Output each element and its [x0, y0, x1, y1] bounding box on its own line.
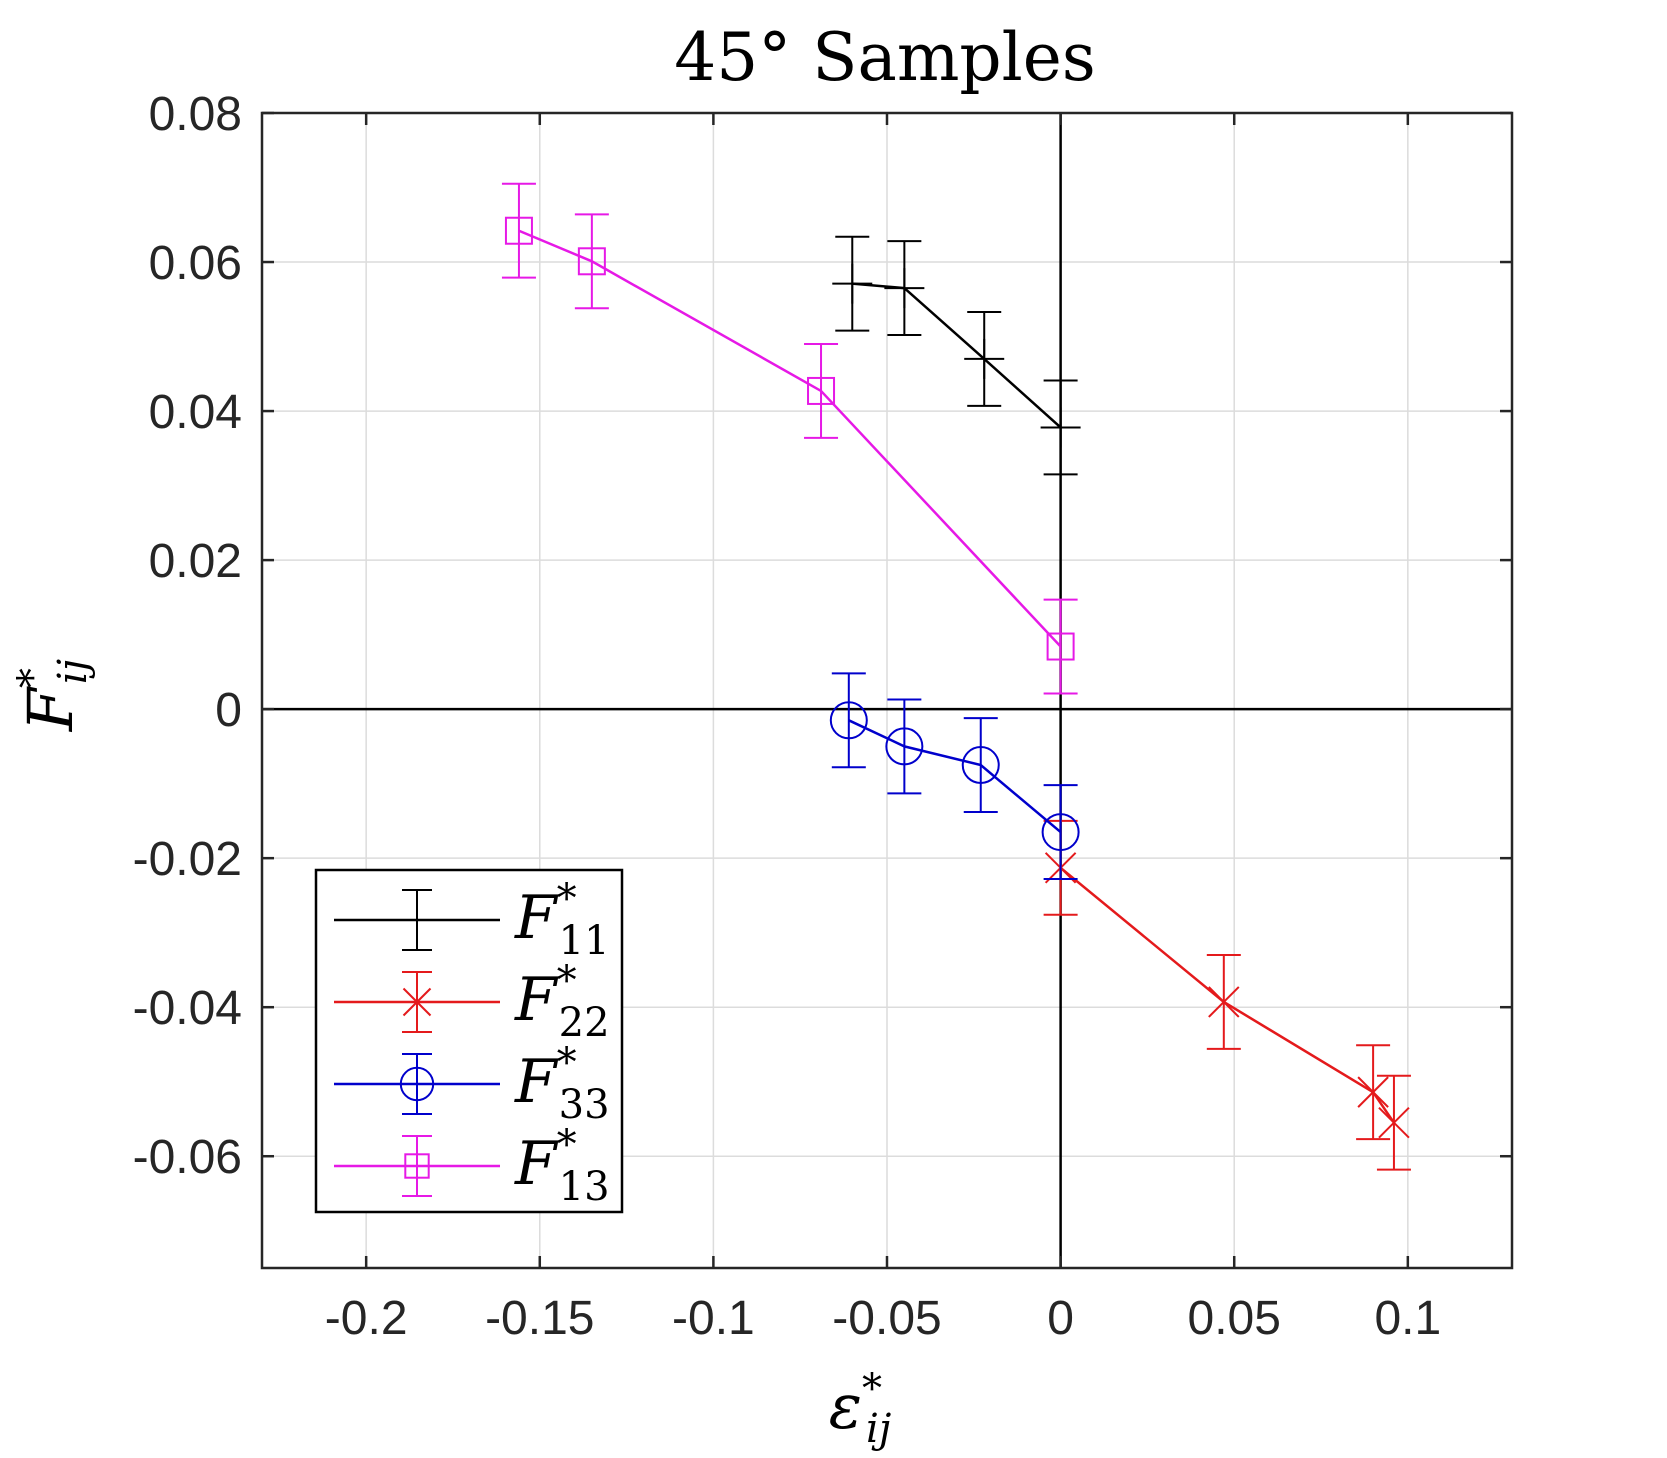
series-line: [852, 282, 1062, 429]
x-tick-label: 0: [1047, 1292, 1074, 1345]
series-layer: [501, 182, 1411, 1171]
x-axis-label-sub: ij: [866, 1406, 891, 1452]
legend-label-base: F: [514, 965, 559, 1035]
chart-title: 45° Samples: [674, 19, 1095, 96]
marker-circle: [1041, 813, 1080, 852]
y-tick-label: -0.02: [133, 833, 242, 886]
marker-square: [807, 376, 836, 405]
marker-square: [577, 247, 606, 276]
legend-label-sub: 11: [559, 918, 610, 964]
marker-circle: [885, 727, 924, 766]
marker-square: [504, 216, 533, 245]
series-line: [518, 229, 1062, 648]
marker-x: [1208, 986, 1240, 1018]
marker-x: [402, 987, 432, 1017]
legend: F* 11F* 22F* 33F* 13: [314, 868, 624, 1214]
x-tick-label: 0.1: [1374, 1292, 1441, 1345]
y-tick-label: 0: [215, 684, 242, 737]
legend-label-sup: *: [557, 876, 577, 922]
legend-label-sup: *: [557, 958, 577, 1004]
legend-label: F* 11: [514, 876, 610, 964]
legend-label-base: F: [514, 883, 559, 953]
legend-label: F* 33: [514, 1040, 610, 1128]
x-tick-label: -0.05: [832, 1292, 941, 1345]
series-F33: [829, 672, 1080, 881]
legend-label: F* 22: [514, 958, 610, 1046]
legend-label: F* 13: [514, 1122, 610, 1210]
marker-circle: [961, 746, 1000, 785]
legend-entry-F33: F* 33: [334, 1040, 610, 1128]
legend-label-base: F: [514, 1047, 559, 1117]
legend-box: [314, 868, 624, 1214]
x-tick-label: 0.05: [1188, 1292, 1281, 1345]
series-F13: [501, 182, 1078, 695]
legend-label-sub: 33: [559, 1082, 610, 1128]
legend-label-sub: 13: [559, 1164, 610, 1210]
y-tick-label: 0.06: [149, 237, 242, 290]
series-line: [1059, 866, 1395, 1124]
x-tick-label: -0.1: [672, 1292, 755, 1345]
legend-label-base: F: [514, 1129, 559, 1199]
marker-circle: [829, 701, 868, 740]
x-tick-label: -0.2: [325, 1292, 408, 1345]
legend-entry-F13: F* 13: [334, 1122, 610, 1210]
y-tick-label: -0.04: [133, 982, 242, 1035]
legend-label-sup: *: [557, 1122, 577, 1168]
marker-circle: [399, 1066, 435, 1102]
series-line: [848, 719, 1062, 834]
y-tick-label: 0.04: [149, 386, 242, 439]
x-axis-label-base: ε: [829, 1370, 862, 1443]
y-axis-label: F*ij: [10, 659, 96, 732]
x-axis-label: ε* ij: [829, 1366, 891, 1452]
y-axis-label-sub: ij: [50, 659, 96, 684]
marker-x: [1357, 1076, 1389, 1108]
y-tick-label: 0.02: [149, 535, 242, 588]
marker-square: [1046, 632, 1075, 661]
series-F11: [832, 235, 1081, 476]
marker-x: [1378, 1106, 1410, 1139]
marker-square: [404, 1153, 430, 1179]
y-axis-label-base: F: [14, 686, 87, 732]
x-axis-label-sup: *: [862, 1366, 882, 1412]
ticks: -0.2 -0.15 -0.1 -0.05 0 0.05 0.1 0.08 0.06 0.04 0.…: [133, 88, 1512, 1345]
y-axis-label-sup: *: [10, 668, 56, 688]
y-tick-label: 0.08: [149, 88, 242, 141]
legend-entry-F11: F* 11: [334, 876, 610, 964]
legend-label-sup: *: [557, 1040, 577, 1086]
legend-entry-F22: F* 22: [334, 958, 610, 1046]
y-tick-label: -0.06: [133, 1131, 242, 1184]
legend-label-sub: 22: [559, 1000, 610, 1046]
x-tick-label: -0.15: [485, 1292, 594, 1345]
series-F22: [1043, 819, 1411, 1171]
